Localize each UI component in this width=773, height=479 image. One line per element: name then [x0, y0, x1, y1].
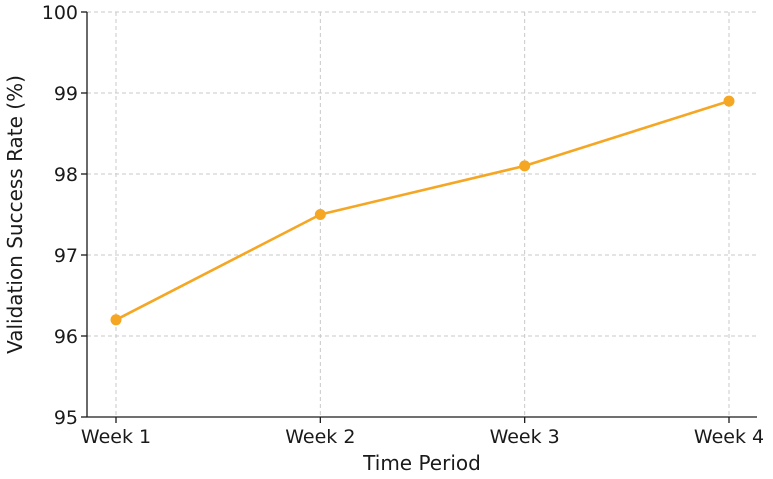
- x-tick-label: Week 2: [285, 426, 355, 448]
- x-tick-label: Week 1: [81, 426, 151, 448]
- y-tick-label: 98: [54, 164, 78, 186]
- x-axis-title: Time Period: [362, 451, 481, 475]
- y-axis-title: Validation Success Rate (%): [3, 75, 27, 354]
- y-tick-label: 100: [42, 2, 78, 24]
- data-point: [723, 95, 735, 107]
- data-point: [519, 160, 531, 172]
- data-point: [314, 209, 326, 220]
- x-tick-label: Week 3: [490, 426, 560, 448]
- y-tick-label: 99: [54, 83, 78, 105]
- x-tick-label: Week 4: [694, 426, 764, 448]
- data-point: [110, 314, 122, 326]
- axes: [86, 12, 757, 418]
- series: [110, 95, 735, 326]
- y-tick-label: 97: [54, 245, 78, 267]
- x-axis-ticks: Week 1 Week 2 Week 3 Week 4: [81, 417, 764, 448]
- y-tick-label: 95: [54, 407, 78, 429]
- y-axis-ticks: 95 96 97 98 99 100: [42, 2, 87, 429]
- y-tick-label: 96: [54, 326, 78, 348]
- series-line: [114, 99, 731, 322]
- grid: [87, 11, 757, 417]
